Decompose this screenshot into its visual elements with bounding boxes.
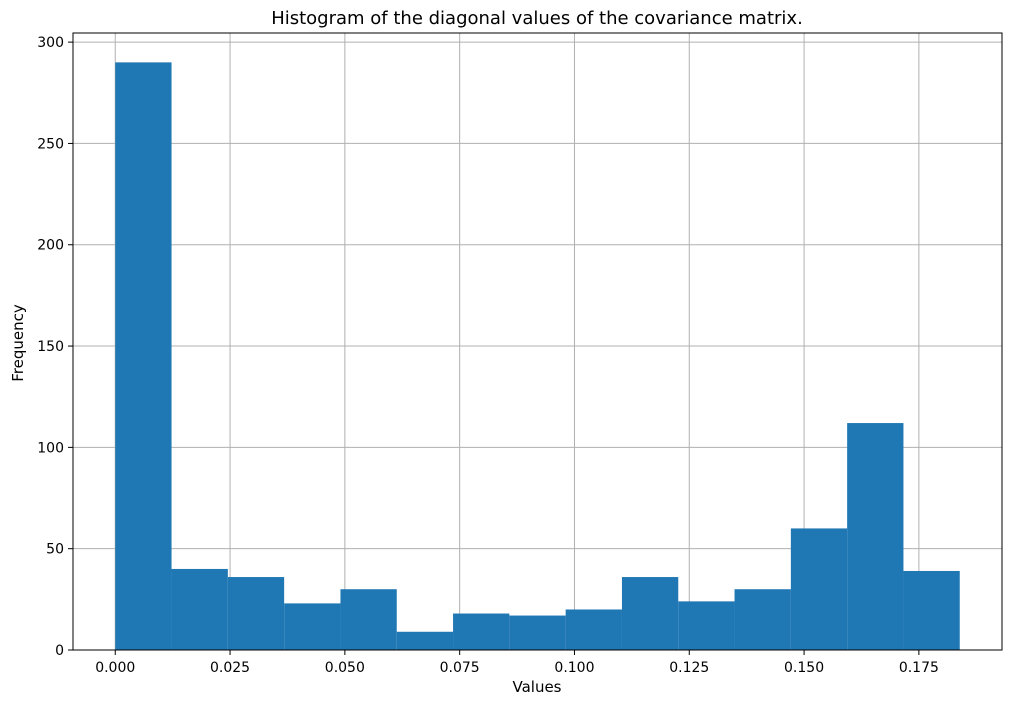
axis-ticks: 0.000 0.025 0.050 0.075 0.100 0.125 0.150 0.175…: [37, 35, 939, 676]
grid-lines: [73, 33, 1002, 651]
x-tick-label: 0.150: [784, 660, 824, 676]
y-tick-label: 0: [55, 643, 64, 659]
histogram-bar: [171, 568, 228, 650]
x-tick-label: 0.125: [669, 660, 709, 676]
y-tick-label: 50: [46, 542, 64, 558]
plot-frame: [72, 32, 1003, 651]
y-tick-label: 150: [37, 339, 64, 355]
x-axis-label: Values: [512, 678, 561, 696]
histogram-bar: [734, 589, 791, 650]
x-tick-label: 0.075: [440, 660, 480, 676]
x-tick-label: 0.100: [554, 660, 594, 676]
histogram-bar: [847, 423, 904, 650]
y-tick-label: 250: [37, 136, 64, 152]
x-tick-label: 0.175: [899, 660, 939, 676]
histogram-bar: [565, 609, 622, 650]
histogram-bar: [790, 528, 848, 650]
histogram-bar: [340, 589, 397, 650]
histogram-bar: [678, 601, 735, 650]
x-tick-label: 0.000: [95, 660, 135, 676]
y-axis-label: Frequency: [9, 304, 27, 382]
x-tick-label: 0.050: [325, 660, 365, 676]
y-tick-label: 100: [37, 440, 64, 456]
histogram-bar: [621, 577, 679, 650]
x-tick-label: 0.025: [210, 660, 250, 676]
histogram-bar: [284, 603, 341, 650]
histogram-bar: [509, 615, 566, 650]
histogram-bar: [453, 613, 510, 650]
histogram-bar: [903, 570, 960, 650]
histogram-bar: [396, 631, 454, 650]
histogram-bars: [115, 62, 960, 650]
y-tick-label: 200: [37, 238, 64, 254]
chart-title: Histogram of the diagonal values of the …: [271, 8, 803, 29]
y-tick-label: 300: [37, 35, 64, 51]
histogram-bar: [115, 62, 172, 650]
histogram-bar: [227, 577, 285, 650]
